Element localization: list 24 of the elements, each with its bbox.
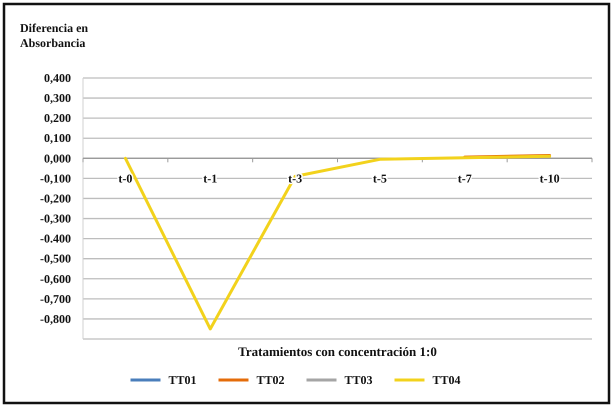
y-tick-label: -0,500 — [40, 252, 71, 266]
y-tick-label: -0,300 — [40, 212, 71, 226]
y-tick-label: -0,800 — [40, 312, 71, 326]
y-tick-label: 0,200 — [44, 111, 71, 126]
y-tick-label: 0,100 — [44, 131, 71, 146]
y-tick-label: -0,600 — [40, 272, 71, 286]
x-tick-label: t-10 — [540, 171, 560, 186]
y-tick-label: -0.400 — [40, 232, 71, 246]
legend-label: TT04 — [432, 373, 461, 387]
y-tick-label: 0,300 — [44, 91, 71, 106]
x-axis-title: Tratamientos con concentración 1:0 — [238, 344, 437, 359]
y-tick-label: -0,200 — [40, 191, 71, 206]
legend-label: TT02 — [256, 373, 285, 387]
x-tick-label: t-0 — [118, 171, 132, 186]
y-tick-label: 0,000 — [44, 151, 71, 166]
y-axis-title: Diferencia en Absorbancia — [20, 21, 88, 50]
x-tick-label: t-7 — [458, 171, 472, 186]
y-tick-label: -0,700 — [40, 292, 71, 306]
x-tick-label: t-1 — [203, 171, 218, 186]
legend-label: TT01 — [168, 373, 197, 387]
y-tick-label: -0,100 — [40, 171, 71, 186]
y-tick-label: 0,400 — [44, 71, 71, 85]
legend-label: TT03 — [344, 373, 373, 387]
x-tick-label: t-5 — [372, 171, 387, 186]
